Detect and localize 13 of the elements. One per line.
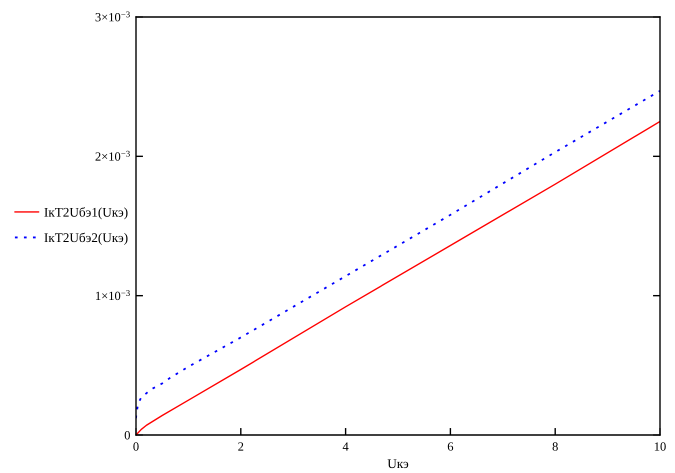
legend-label: IкT2Uбэ1(Uкэ) [44, 207, 128, 220]
legend-label: IкT2Uбэ2(Uкэ) [44, 232, 128, 245]
x-tick-label: 4 [342, 442, 349, 451]
x-tick-label: 8 [552, 442, 558, 451]
x-axis-title: Uкэ [388, 459, 408, 468]
y-tick-label: 1×10$^{−3}$ [96, 290, 130, 300]
y-tick-label: 2×10$^{−3}$ [95, 150, 130, 161]
x-tick-label: 6 [448, 442, 454, 451]
y-tick-label: 0 [124, 431, 130, 440]
y-tick-label: 3×10$^{−3}$ [96, 11, 130, 22]
x-tick-label: 0 [133, 442, 139, 451]
x-tick-label: 2 [238, 442, 244, 451]
x-tick-label: 10 [654, 442, 666, 451]
